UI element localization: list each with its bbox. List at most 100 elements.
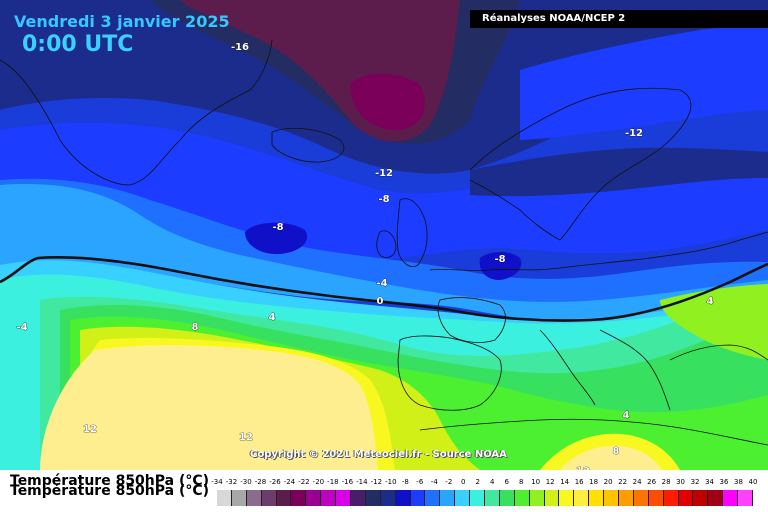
legend-swatch [455,490,471,506]
legend-tick-label: 22 [618,478,628,486]
legend-tick-label: -6 [416,478,424,486]
legend-tick-label: -32 [225,478,238,486]
legend-tick-label: -12 [370,478,383,486]
legend-title: Température 850hPa (°C) [10,473,210,489]
coast-france [437,297,506,343]
legend-swatch [738,490,753,506]
legend-tick-label: -14 [356,478,368,486]
legend-tick-label: -16 [341,478,354,486]
temperature-map: -16 -12 -12 -8 -8 -8 -4 0 -4 8 4 4 4 8 12 12 12 [0,0,768,470]
legend-swatch [321,490,337,506]
zone-blue-2 [0,178,768,323]
legend-tick-label: -34 [211,478,223,486]
legend-swatch [276,490,292,506]
date-title: Vendredi 3 janvier 2025 [14,12,230,31]
legend-swatch [485,490,500,506]
legend-title-shadow: Température 850hPa (°C) [10,483,210,499]
coast-ireland [376,230,397,258]
coast-turkey [669,344,768,361]
legend-tick-label: -4 [430,478,438,486]
isotherm-label: -4 [376,278,387,289]
cold-core-purple [350,73,425,131]
legend-swatch [663,490,679,506]
legend-tick-label: 28 [661,478,671,486]
legend-swatch [604,490,619,506]
legend-swatch [648,490,664,506]
legend-tick-label: 24 [632,478,642,486]
coast-iberia [397,335,502,411]
legend-tick-label: 18 [589,478,599,486]
legend-swatch [619,490,634,506]
zone-east-light-band [520,25,768,140]
legend-swatch [365,490,381,506]
isotherm-label: -8 [378,194,389,205]
legend-swatch [574,490,590,506]
time-title: 0:00 UTC [22,32,134,57]
legend-swatch [693,490,709,506]
legend-tick-label: 12 [545,478,555,486]
legend-tick-label: -24 [283,478,296,486]
legend-tick-label: -26 [269,478,281,486]
coast-continent [429,231,768,271]
isotherm-label: -8 [494,254,505,265]
isotherm-label: 4 [707,296,714,307]
isotherm-label: 12 [576,466,590,470]
legend-swatch [246,490,262,506]
legend-swatch [544,490,560,506]
zone-german-cold-core [479,252,522,280]
legend-swatch [351,490,366,506]
isotherm-label: 0 [377,296,384,307]
legend-swatch [425,490,441,506]
legend-tick-label: -30 [240,478,252,486]
coast-iceland [271,127,345,163]
isotherm-label: 8 [613,446,620,457]
coast-uk [396,198,428,267]
isotherm-label: -12 [375,168,393,179]
zero-isotherm [0,256,768,322]
legend-swatch [499,490,515,506]
zone-east-lime [660,284,768,360]
isotherm-label: -8 [272,222,283,233]
legend-swatch [380,490,396,506]
legend-tick-label: 16 [574,478,584,486]
legend-tick-label: -8 [401,478,409,486]
isotherm-label: 12 [239,432,253,443]
legend-tick-label: 38 [734,478,743,486]
legend-swatch [708,490,724,506]
zone-pale-yellow [40,345,378,470]
zone-north-cold-band [470,147,768,197]
legend-tick-label: -10 [385,478,397,486]
legend-tick-label: 26 [647,478,657,486]
legend-swatch [514,490,530,506]
legend-tick-label: 32 [690,478,700,486]
isotherm-labels: -16 -12 -12 -8 -8 -8 -4 0 -4 8 4 4 4 8 12 12 12 [16,42,714,470]
isotherm-label: -12 [625,128,643,139]
isotherm-label: 4 [269,312,276,323]
legend-swatch [231,490,247,506]
legend-swatch [410,490,426,506]
legend-tick-label: -18 [327,478,339,486]
legend-tick-label: 36 [719,478,729,486]
coast-scandinavia [469,87,692,241]
legend-tick-label: 30 [676,478,686,486]
legend-tick-label: 34 [705,478,714,486]
legend-swatch [217,490,232,506]
legend-tick-label: 0 [461,478,466,486]
legend-swatch [723,490,739,506]
legend-ticks: -34 -32 -30 -28 -26 -24 -22 -20 -18 -16 -14 -12 -10-… [211,478,757,490]
source-label: Réanalyses NOAA/NCEP 2 [470,10,768,28]
isotherm-label: 8 [192,322,199,333]
zone-atlantic-cold-core [245,222,308,255]
coast-north-africa [419,418,768,446]
copyright-notice: Copyright © 2021 Meteociel.fr - Source N… [250,449,507,460]
legend-swatch [559,490,575,506]
coast-greenland [0,39,273,186]
isotherm-label: 4 [623,410,630,421]
legend-swatch [440,490,456,506]
legend-swatch [336,490,351,506]
coastlines [0,39,768,446]
legend-swatch [678,490,694,506]
legend-color-scale [217,490,753,506]
coast-balkans [599,329,671,411]
isotherm-label: -4 [16,322,27,333]
